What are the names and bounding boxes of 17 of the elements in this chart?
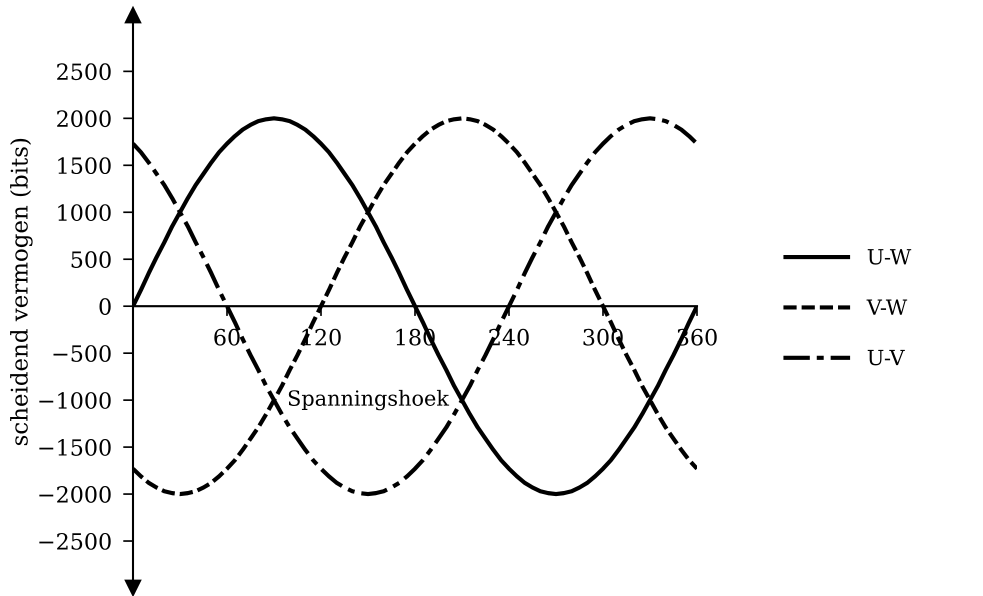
x-axis-title: Spanningshoek: [288, 390, 450, 410]
y-tick-label: 1500: [58, 157, 111, 174]
legend-label: V-W: [866, 300, 908, 315]
y-tick-label: −2500: [39, 532, 111, 550]
y-tick-label: 1000: [58, 204, 111, 222]
legend-label: U-W: [868, 249, 912, 265]
y-tick-label: −2000: [39, 486, 111, 503]
y-tick-label: 2000: [57, 110, 111, 128]
y-axis-title: scheidend vermogen (bits): [10, 138, 33, 446]
y-tick-label: −1500: [39, 439, 111, 456]
y-tick-label: 2500: [57, 63, 111, 80]
y-tick-label: 500: [72, 251, 111, 268]
y-tick-label: 0: [99, 298, 111, 315]
y-tick-label: −500: [53, 345, 111, 362]
x-tick-label: 60: [214, 328, 240, 346]
y-tick-label: −1000: [39, 392, 111, 409]
legend-label: U-V: [868, 350, 905, 366]
